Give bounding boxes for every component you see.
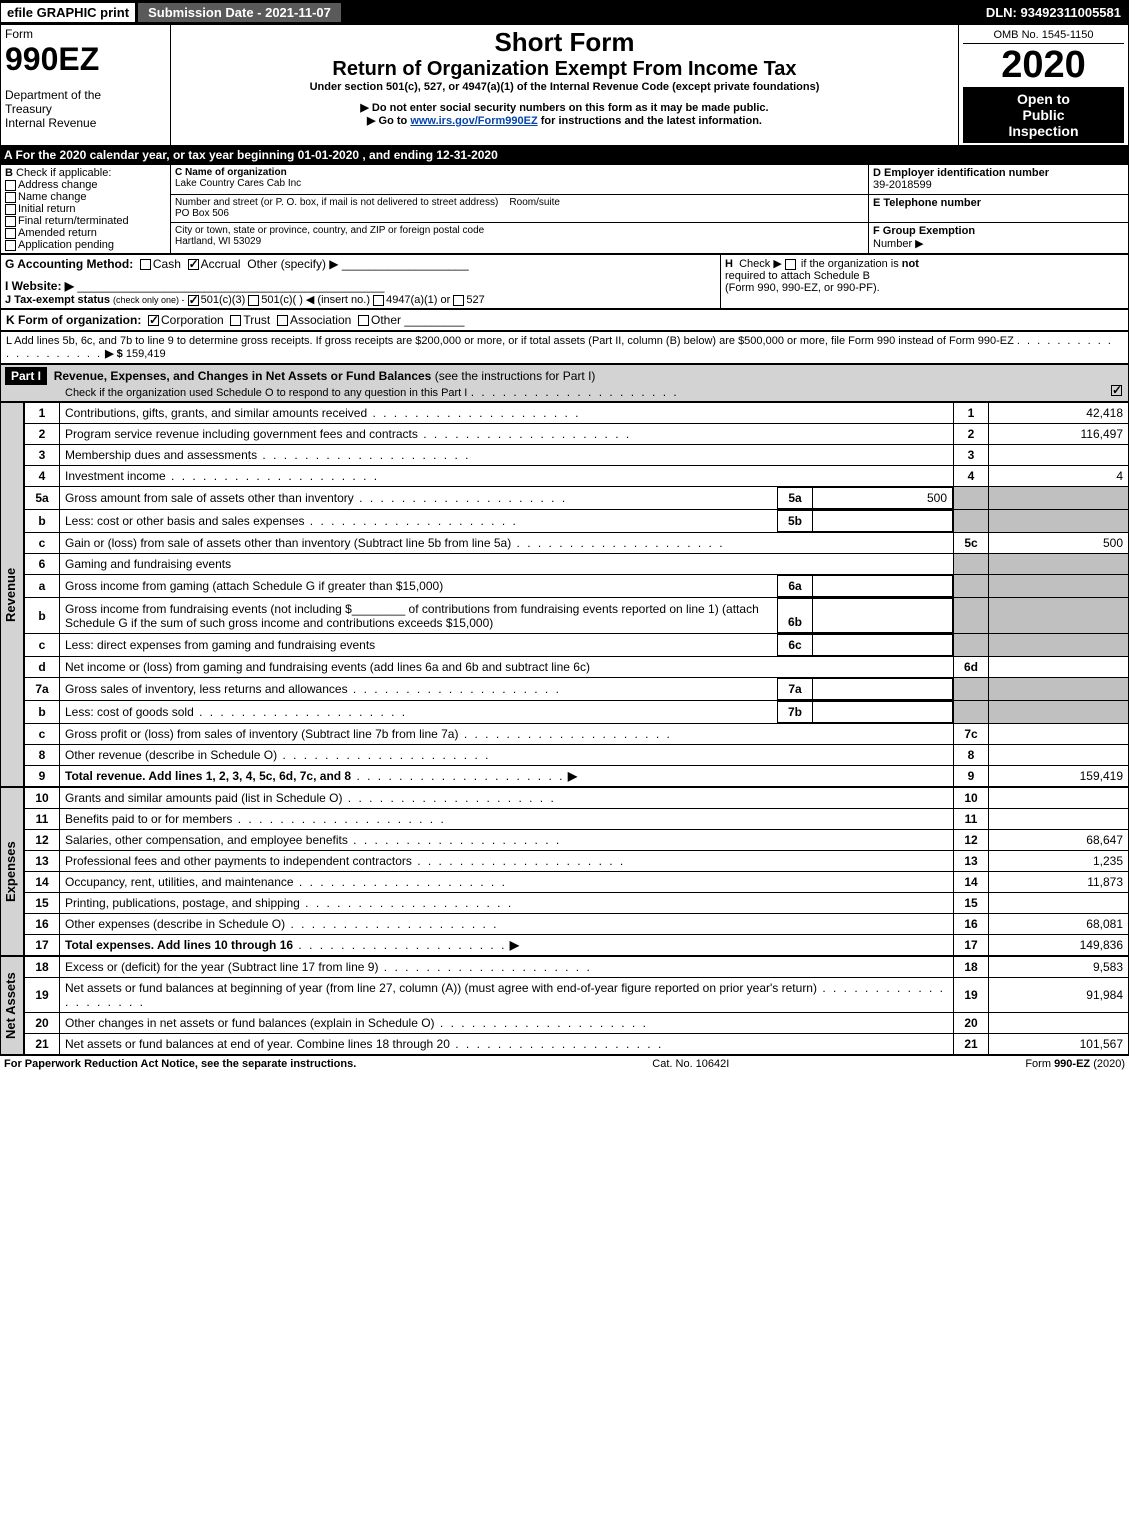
top-bar: efile GRAPHIC print Submission Date - 20…	[0, 0, 1129, 24]
identity-table: B Check if applicable: Address change Na…	[0, 164, 1129, 254]
goto-link-line: ▶ Go to www.irs.gov/Form990EZ for instru…	[175, 114, 954, 127]
line-16-value: 68,081	[989, 914, 1129, 935]
line-18-value: 9,583	[989, 957, 1129, 978]
line-19-value: 91,984	[989, 978, 1129, 1013]
line-3-value	[989, 445, 1129, 466]
dln: DLN: 93492311005581	[978, 3, 1129, 22]
org-name: Lake Country Cares Cab Inc	[175, 178, 301, 189]
line-9-value: 159,419	[989, 766, 1129, 787]
org-city: Hartland, WI 53029	[175, 236, 261, 247]
line-12-value: 68,647	[989, 830, 1129, 851]
catalog-number: Cat. No. 10642I	[652, 1058, 729, 1070]
box-b-label: B	[5, 167, 13, 179]
line-6d-value	[989, 657, 1129, 678]
net-assets-label: Net Assets	[0, 956, 24, 1055]
line-6a-value	[813, 576, 953, 597]
checkbox-name-change[interactable]	[5, 192, 16, 203]
short-form-title: Short Form	[175, 27, 954, 58]
dept-line2: Treasury	[5, 102, 166, 116]
expenses-label: Expenses	[0, 787, 24, 956]
checkbox-accrual[interactable]	[188, 259, 199, 270]
checkbox-final-return[interactable]	[5, 216, 16, 227]
checkbox-501c3[interactable]	[188, 295, 199, 306]
line-a-tax-year: A For the 2020 calendar year, or tax yea…	[0, 146, 1129, 164]
checkbox-corporation[interactable]	[148, 315, 159, 326]
line-13-value: 1,235	[989, 851, 1129, 872]
line-2-value: 116,497	[989, 424, 1129, 445]
org-address: PO Box 506	[175, 208, 229, 219]
line-21-value: 101,567	[989, 1034, 1129, 1055]
box-e-label: E Telephone number	[873, 197, 981, 209]
room-suite-label: Room/suite	[509, 197, 560, 208]
line-k: K Form of organization: Corporation Trus…	[0, 309, 1129, 331]
omb-number: OMB No. 1545-1150	[963, 27, 1124, 44]
line-4-value: 4	[989, 466, 1129, 487]
line-g-label: G Accounting Method:	[5, 257, 133, 271]
line-8-value	[989, 745, 1129, 766]
checkbox-527[interactable]	[453, 295, 464, 306]
page-footer: For Paperwork Reduction Act Notice, see …	[0, 1055, 1129, 1072]
ein: 39-2018599	[873, 179, 932, 191]
line-7a-value	[813, 679, 953, 700]
gross-receipts: 159,419	[126, 348, 166, 360]
checkbox-application-pending[interactable]	[5, 240, 16, 251]
line-20-value	[989, 1013, 1129, 1034]
open-to-public: Open to Public Inspection	[963, 87, 1124, 143]
checkbox-schedule-b[interactable]	[785, 259, 796, 270]
irs-link[interactable]: www.irs.gov/Form990EZ	[410, 115, 537, 127]
tax-year: 2020	[963, 44, 1124, 87]
efile-print-button[interactable]: efile GRAPHIC print	[0, 2, 136, 23]
warning-ssn: ▶ Do not enter social security numbers o…	[175, 101, 954, 114]
line-i-label: I Website: ▶	[5, 279, 74, 293]
form-word: Form	[5, 27, 166, 41]
box-f-number: Number ▶	[873, 238, 924, 250]
line-5a-value: 500	[813, 488, 953, 509]
checkbox-address-change[interactable]	[5, 180, 16, 191]
line-14-value: 11,873	[989, 872, 1129, 893]
line-5b-value	[813, 511, 953, 532]
gh-table: G Accounting Method: Cash Accrual Other …	[0, 254, 1129, 309]
checkbox-other-org[interactable]	[358, 315, 369, 326]
revenue-section: Revenue 1Contributions, gifts, grants, a…	[0, 402, 1129, 787]
line-7c-value	[989, 724, 1129, 745]
net-assets-section: Net Assets 18Excess or (deficit) for the…	[0, 956, 1129, 1055]
form-number: 990EZ	[5, 41, 166, 78]
line-l: L Add lines 5b, 6c, and 7b to line 9 to …	[0, 331, 1129, 364]
submission-date: Submission Date - 2021-11-07	[136, 3, 341, 22]
line-15-value	[989, 893, 1129, 914]
box-c-city-label: City or town, state or province, country…	[175, 225, 484, 236]
main-title: Return of Organization Exempt From Incom…	[175, 58, 954, 81]
checkbox-cash[interactable]	[140, 259, 151, 270]
line-10-value	[989, 788, 1129, 809]
subtitle: Under section 501(c), 527, or 4947(a)(1)…	[175, 81, 954, 93]
line-j-label: J Tax-exempt status	[5, 294, 110, 306]
revenue-label: Revenue	[0, 402, 24, 787]
form-header-table: Form 990EZ Department of the Treasury In…	[0, 24, 1129, 146]
checkbox-initial-return[interactable]	[5, 204, 16, 215]
checkbox-trust[interactable]	[230, 315, 241, 326]
box-c-addr-label: Number and street (or P. O. box, if mail…	[175, 197, 498, 208]
box-f-label: F Group Exemption	[873, 225, 975, 237]
dept-line3: Internal Revenue	[5, 116, 166, 130]
checkbox-4947[interactable]	[373, 295, 384, 306]
line-5c-value: 500	[989, 533, 1129, 554]
expenses-section: Expenses 10Grants and similar amounts pa…	[0, 787, 1129, 956]
line-17-value: 149,836	[989, 935, 1129, 956]
line-1-value: 42,418	[989, 403, 1129, 424]
checkbox-schedule-o-part1[interactable]	[1111, 385, 1122, 396]
checkbox-association[interactable]	[277, 315, 288, 326]
line-7b-value	[813, 702, 953, 723]
part-1-header: Part I Revenue, Expenses, and Changes in…	[0, 364, 1129, 402]
box-d-label: D Employer identification number	[873, 167, 1049, 179]
line-11-value	[989, 809, 1129, 830]
line-h-label: H	[725, 258, 733, 270]
box-c-name-label: C Name of organization	[175, 167, 287, 178]
dept-line1: Department of the	[5, 88, 166, 102]
line-6c-value	[813, 635, 953, 656]
checkbox-501c[interactable]	[248, 295, 259, 306]
line-6b-value	[813, 599, 953, 633]
checkbox-amended-return[interactable]	[5, 228, 16, 239]
